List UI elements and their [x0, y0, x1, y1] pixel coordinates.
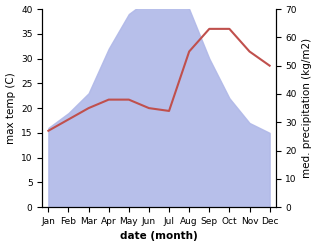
Y-axis label: med. precipitation (kg/m2): med. precipitation (kg/m2)	[302, 38, 313, 178]
X-axis label: date (month): date (month)	[120, 231, 198, 242]
Y-axis label: max temp (C): max temp (C)	[5, 72, 16, 144]
